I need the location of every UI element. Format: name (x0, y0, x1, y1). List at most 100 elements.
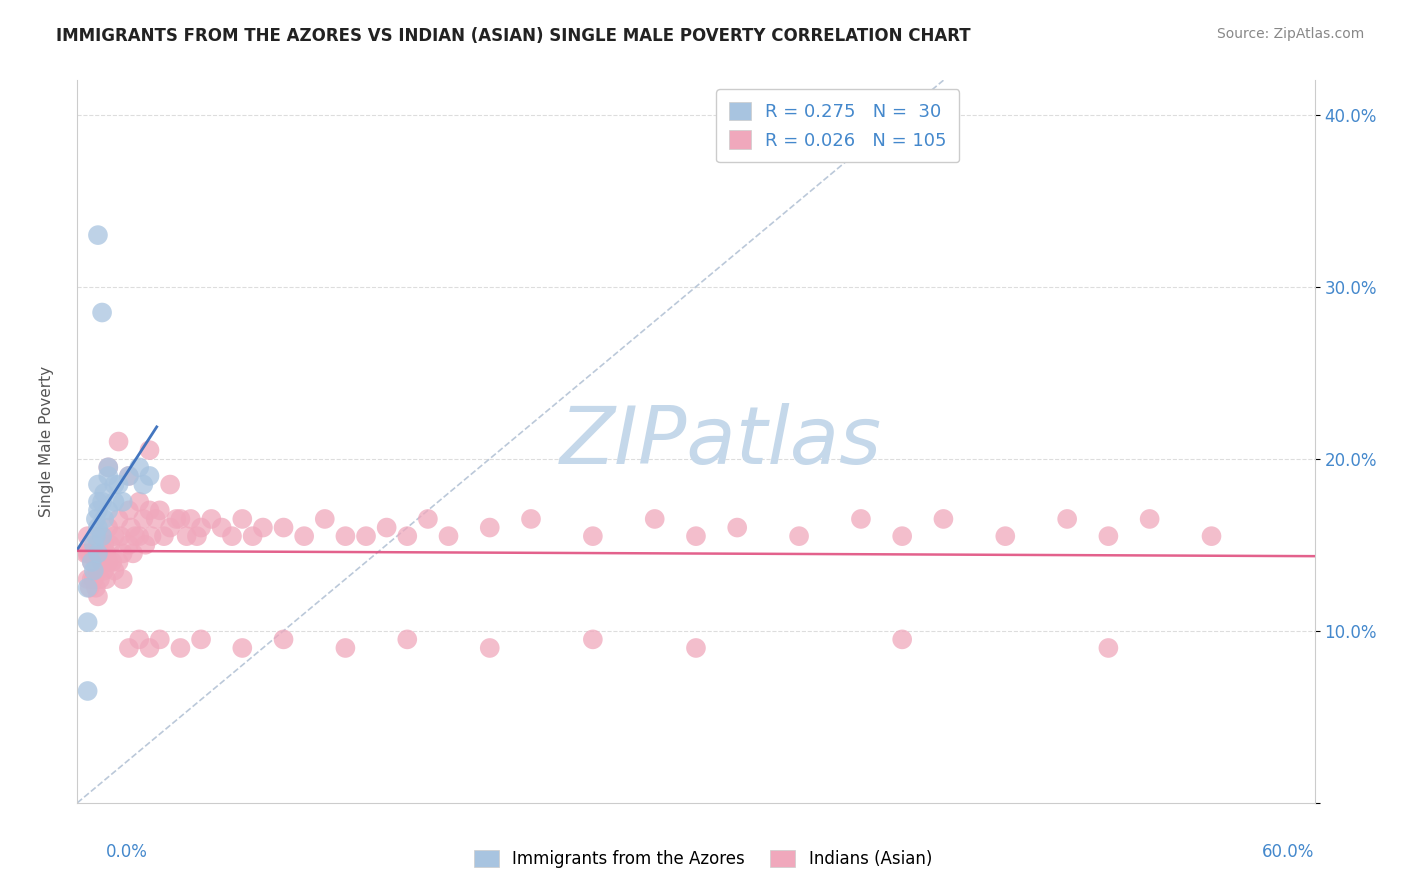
Point (180, 512, 202, 526)
Point (416, 512, 439, 526)
Point (169, 512, 191, 526)
Point (84, 581, 107, 595)
Point (91, 494, 114, 508)
Point (118, 469, 141, 483)
Point (231, 512, 253, 526)
Point (87, 494, 110, 508)
Point (231, 640, 253, 655)
Point (478, 520, 501, 534)
Point (396, 529, 419, 543)
Point (84, 555, 107, 569)
Point (84, 512, 107, 526)
Point (354, 529, 377, 543)
Point (242, 529, 264, 543)
Point (190, 632, 212, 647)
Point (149, 632, 172, 647)
Point (138, 503, 160, 517)
Point (84, 529, 107, 543)
Point (103, 529, 125, 543)
Point (76, 615, 98, 630)
Point (273, 520, 295, 534)
Point (80, 572, 103, 586)
Point (107, 512, 129, 526)
Point (932, 512, 955, 526)
Point (134, 538, 156, 552)
Point (186, 529, 208, 543)
Point (89, 572, 111, 586)
Point (165, 512, 187, 526)
Point (138, 469, 160, 483)
Point (1097, 640, 1119, 655)
Point (87, 538, 110, 552)
Point (76, 572, 98, 586)
Point (91, 529, 114, 543)
Point (111, 546, 134, 560)
Text: Source: ZipAtlas.com: Source: ZipAtlas.com (1216, 27, 1364, 41)
Point (93, 512, 115, 526)
Point (97, 469, 120, 483)
Point (75, 546, 97, 560)
Point (138, 443, 160, 458)
Legend: R = 0.275   N =  30, R = 0.026   N = 105: R = 0.275 N = 30, R = 0.026 N = 105 (716, 89, 959, 162)
Point (200, 512, 222, 526)
Point (128, 632, 150, 647)
Point (97, 555, 120, 569)
Point (221, 529, 243, 543)
Point (107, 555, 129, 569)
Point (124, 529, 146, 543)
Point (111, 572, 134, 586)
Point (375, 520, 398, 534)
Point (91, 555, 114, 569)
Point (149, 503, 172, 517)
Point (103, 564, 125, 578)
Point (787, 529, 810, 543)
Point (96, 572, 118, 586)
Point (111, 494, 134, 508)
Point (396, 632, 419, 647)
Point (582, 632, 605, 647)
Text: IMMIGRANTS FROM THE AZORES VS INDIAN (ASIAN) SINGLE MALE POVERTY CORRELATION CHA: IMMIGRANTS FROM THE AZORES VS INDIAN (AS… (56, 27, 972, 45)
Point (80, 555, 103, 569)
Point (97, 503, 120, 517)
Point (91, 529, 114, 543)
Point (87, 503, 110, 517)
Point (211, 520, 233, 534)
Point (273, 632, 295, 647)
Point (159, 477, 181, 491)
Text: 60.0%: 60.0% (1263, 843, 1315, 861)
Point (153, 529, 176, 543)
Point (128, 529, 150, 543)
Point (335, 529, 357, 543)
Point (128, 494, 150, 508)
Point (725, 520, 748, 534)
Point (89, 546, 111, 560)
Point (118, 469, 141, 483)
Point (83, 572, 105, 586)
Point (87, 590, 110, 604)
Point (98, 538, 121, 552)
Point (159, 520, 181, 534)
Point (107, 434, 129, 449)
Point (849, 512, 872, 526)
Point (118, 503, 141, 517)
Point (87, 228, 110, 243)
Point (292, 529, 315, 543)
Point (107, 477, 129, 491)
Point (83, 564, 105, 578)
Point (644, 512, 666, 526)
Point (97, 520, 120, 534)
Point (101, 555, 124, 569)
Point (87, 564, 110, 578)
Point (141, 529, 163, 543)
Point (132, 512, 155, 526)
Point (1056, 512, 1078, 526)
Point (76, 684, 98, 698)
Point (76, 581, 98, 595)
Point (122, 546, 145, 560)
Point (103, 477, 125, 491)
Text: Single Male Poverty: Single Male Poverty (39, 366, 53, 517)
Point (478, 640, 501, 655)
Point (520, 512, 543, 526)
Point (335, 640, 357, 655)
Point (120, 520, 142, 534)
